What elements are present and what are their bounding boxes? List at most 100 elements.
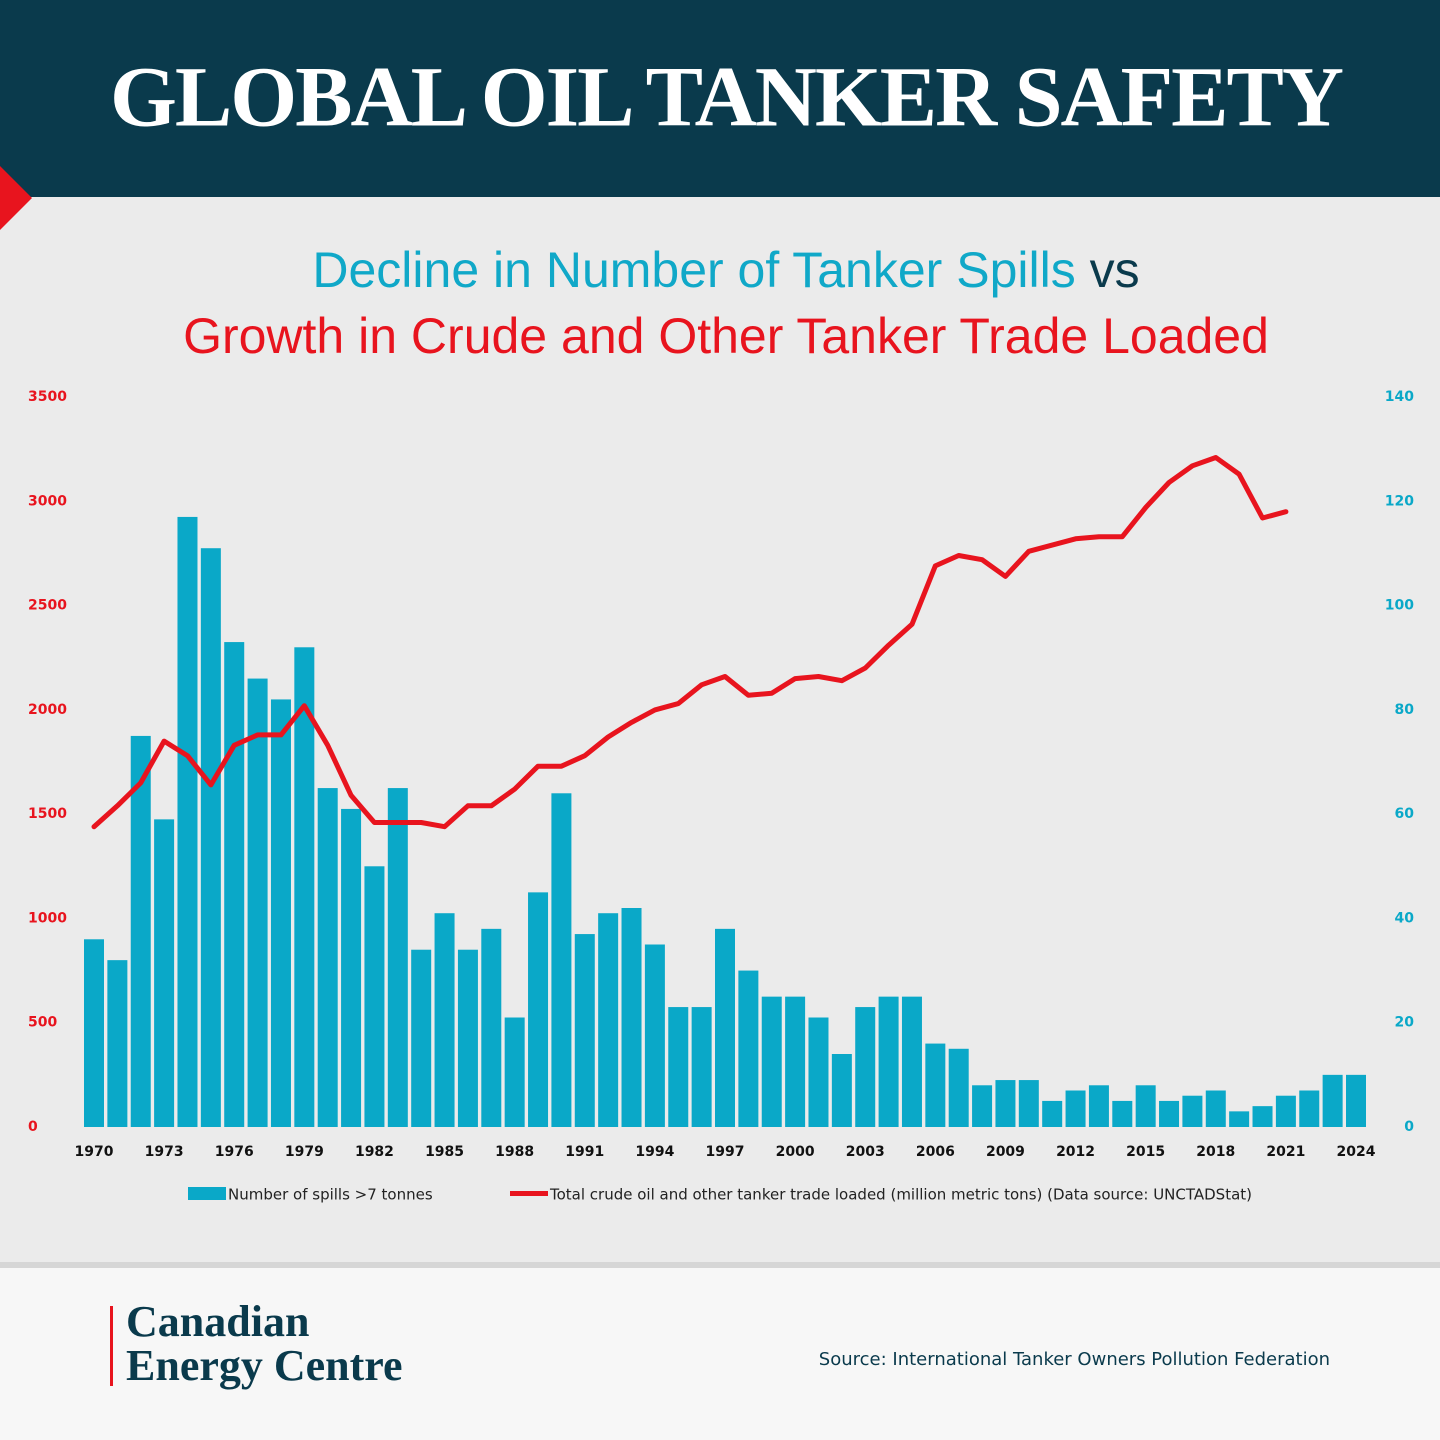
bar xyxy=(598,913,619,1127)
bar xyxy=(855,1007,876,1127)
bar xyxy=(411,949,432,1127)
y2-tick-label: 40 xyxy=(1395,910,1415,926)
x-tick-label: 2024 xyxy=(1337,1144,1376,1160)
y-tick-label: 3500 xyxy=(28,389,67,405)
bar xyxy=(224,642,245,1127)
bar xyxy=(1346,1074,1366,1127)
x-tick-label: 1970 xyxy=(75,1144,114,1160)
bar xyxy=(1042,1100,1063,1127)
brand: Energy Centre xyxy=(126,1341,403,1390)
bar xyxy=(1229,1111,1250,1127)
bar xyxy=(574,934,595,1127)
bar xyxy=(1252,1106,1273,1127)
subtitle-part: vs xyxy=(1090,242,1140,298)
bar xyxy=(1275,1095,1296,1127)
bar xyxy=(995,1080,1016,1127)
x-tick-label: 1988 xyxy=(495,1144,534,1160)
bar xyxy=(691,1007,712,1127)
chart-title: GLOBAL OIL TANKER SAFETY xyxy=(110,49,1343,145)
x-tick-label: 2000 xyxy=(776,1144,815,1160)
y-tick-label: 3000 xyxy=(28,493,67,509)
y-tick-label: 2500 xyxy=(28,598,67,614)
x-tick-label: 2006 xyxy=(916,1144,955,1160)
source: Source: International Tanker Owners Poll… xyxy=(819,1349,1330,1370)
legend-swatch xyxy=(510,1191,548,1196)
bar xyxy=(901,996,922,1127)
x-tick-label: 1982 xyxy=(355,1144,394,1160)
legend-label: Number of spills >7 tonnes xyxy=(228,1186,433,1204)
y-tick-label: 0 xyxy=(28,1119,38,1135)
bar xyxy=(715,928,735,1127)
x-tick-label: 1979 xyxy=(285,1144,324,1160)
bar xyxy=(1018,1080,1039,1127)
bar xyxy=(972,1085,993,1127)
bar xyxy=(387,788,408,1127)
bar xyxy=(84,939,104,1127)
bar xyxy=(831,1054,852,1127)
bar xyxy=(948,1048,969,1127)
y2-tick-label: 120 xyxy=(1385,493,1414,509)
bar xyxy=(621,908,642,1127)
bar xyxy=(294,647,315,1127)
x-tick-label: 2021 xyxy=(1266,1144,1305,1160)
bar xyxy=(551,793,572,1127)
y2-tick-label: 60 xyxy=(1395,806,1415,822)
x-tick-label: 1976 xyxy=(215,1144,254,1160)
y2-tick-label: 0 xyxy=(1404,1119,1414,1135)
y2-tick-label: 100 xyxy=(1385,598,1414,614)
bar xyxy=(434,913,455,1127)
bar xyxy=(457,949,478,1127)
x-tick-label: 2003 xyxy=(846,1144,885,1160)
y2-tick-label: 140 xyxy=(1385,389,1414,405)
bar xyxy=(317,788,338,1127)
bar xyxy=(808,1017,829,1127)
bar xyxy=(270,699,291,1127)
y2-tick-label: 80 xyxy=(1395,702,1415,718)
subtitle: Decline in Number of Tanker Spills vs xyxy=(312,242,1139,298)
accent-triangle xyxy=(0,166,32,230)
bar xyxy=(668,1007,689,1127)
bar xyxy=(1065,1090,1086,1127)
bar xyxy=(1112,1100,1133,1127)
x-tick-label: 2009 xyxy=(986,1144,1025,1160)
bar xyxy=(1135,1085,1156,1127)
legend-swatch xyxy=(188,1187,226,1200)
legend-label: Total crude oil and other tanker trade l… xyxy=(549,1186,1252,1204)
x-tick-label: 1991 xyxy=(565,1144,604,1160)
bar xyxy=(481,928,502,1127)
bar xyxy=(154,819,175,1127)
bar xyxy=(1205,1090,1226,1127)
x-tick-label: 1997 xyxy=(706,1144,745,1160)
bar xyxy=(1088,1085,1109,1127)
y-tick-label: 1500 xyxy=(28,806,67,822)
y-tick-label: 1000 xyxy=(28,910,67,926)
brand-bar xyxy=(110,1306,113,1386)
x-tick-label: 2015 xyxy=(1126,1144,1165,1160)
x-tick-label: 1973 xyxy=(145,1144,184,1160)
bar xyxy=(200,548,221,1127)
y-tick-label: 500 xyxy=(28,1015,57,1031)
bar xyxy=(1182,1095,1203,1127)
bar xyxy=(341,808,362,1127)
bar xyxy=(878,996,899,1127)
x-tick-label: 2018 xyxy=(1196,1144,1235,1160)
bar xyxy=(761,996,782,1127)
y2-tick-label: 20 xyxy=(1395,1015,1415,1031)
x-tick-label: 1985 xyxy=(425,1144,464,1160)
bar xyxy=(247,678,268,1127)
bar xyxy=(528,892,549,1127)
bar xyxy=(364,866,385,1127)
panel-shadow xyxy=(0,1262,1440,1268)
bar xyxy=(785,996,806,1127)
y-tick-label: 2000 xyxy=(28,702,67,718)
x-tick-label: 2012 xyxy=(1056,1144,1095,1160)
bar xyxy=(644,944,665,1127)
subtitle-part: Decline in Number of Tanker Spills xyxy=(312,242,1075,298)
bar xyxy=(107,960,128,1127)
bar xyxy=(1299,1090,1320,1127)
bar xyxy=(177,516,198,1127)
bar xyxy=(738,970,759,1127)
brand: Canadian xyxy=(126,1297,309,1346)
